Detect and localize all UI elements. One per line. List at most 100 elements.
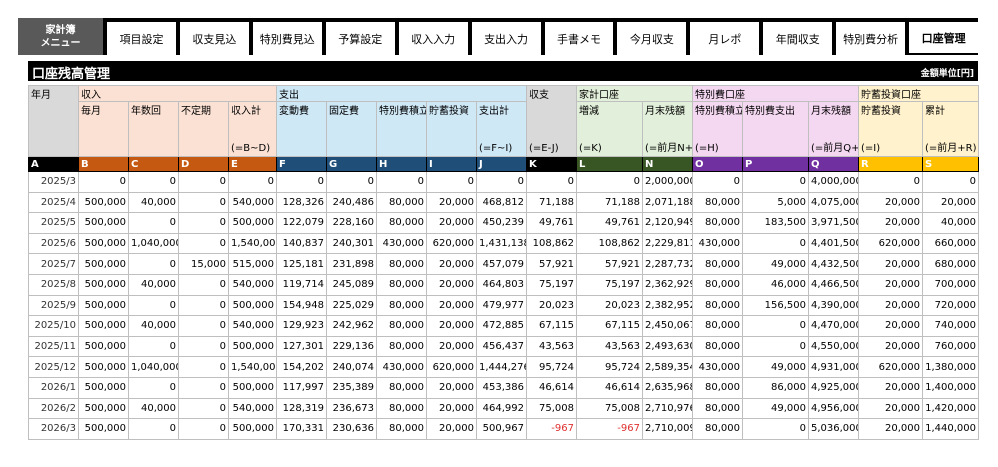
tab[interactable]: 手書メモ	[544, 22, 614, 55]
column-label: 月末残額	[811, 106, 851, 117]
amount-cell: 0	[858, 171, 924, 193]
amount-cell: 760,000	[922, 335, 980, 358]
column-letter: H	[376, 156, 427, 172]
tab[interactable]: 今月収支	[617, 22, 687, 55]
data-row: 2025/5 500,000 0 0 500,000 122,079 228,160 80,0…	[28, 212, 980, 234]
tab[interactable]: 予算設定	[325, 22, 395, 55]
amount-cell: 20,023	[576, 294, 643, 317]
month-cell: 2025/8	[28, 273, 79, 296]
column-label: 特別費積立	[695, 106, 743, 117]
data-row: 2025/12500,0001,040,00001,540,000154,202…	[28, 356, 980, 378]
amount-cell: 2,120,949	[642, 212, 693, 234]
title-bar: 口座残高管理 金額単位[円]	[28, 61, 978, 82]
amount-cell: 20,000	[858, 397, 924, 420]
amount-cell: 500,000	[228, 212, 277, 234]
column-label: 不定期	[181, 106, 211, 117]
data-row: 2025/3 0 0 0 0 0 0 0 0 0 0 0 2,000,000 0 0 4,000,000 0 0	[28, 171, 980, 193]
amount-cell: 236,673	[326, 397, 377, 420]
tab[interactable]: 口座管理	[909, 22, 979, 55]
amount-cell: 80,000	[376, 315, 427, 337]
amount-cell: 49,761	[526, 212, 577, 234]
amount-cell: 125,181	[276, 253, 327, 275]
menu-button[interactable]: 家計簿 メニュー	[18, 18, 103, 55]
amount-cell: 20,000	[858, 315, 924, 337]
amount-cell: 0	[576, 171, 643, 193]
amount-cell: 0	[178, 397, 229, 420]
amount-cell: -967	[526, 418, 577, 440]
amount-cell: 40,000	[128, 273, 179, 296]
amount-cell: 20,000	[858, 418, 924, 440]
data-row: 2025/4 500,000 40,000 0 540,000 128,326 240,48…	[28, 191, 980, 214]
amount-cell: 80,000	[692, 253, 743, 275]
column-label: 固定費	[329, 106, 359, 117]
tab[interactable]: 特別費分析	[836, 22, 906, 55]
amount-cell: 46,000	[742, 273, 809, 296]
tab[interactable]: 月レポ	[690, 22, 760, 55]
amount-cell: 0	[742, 335, 809, 358]
column-header: 毎月	[78, 101, 129, 157]
amount-cell: 0	[128, 418, 179, 440]
column-header: 年数回	[128, 101, 179, 157]
amount-cell: 1,380,000	[922, 356, 980, 378]
amount-cell: 4,470,000	[807, 315, 860, 337]
tab[interactable]: 特別費見込	[252, 22, 322, 55]
amount-cell: 49,000	[742, 397, 809, 420]
balance-table: 年月 収入 支出 収支 (=E-J) 家計口座 特別費口座 貯蓄投資口座 毎月 年数回 不定期 収入計…	[28, 85, 980, 440]
tab[interactable]: 収入入力	[398, 22, 468, 55]
amount-cell: 49,000	[742, 253, 809, 275]
amount-cell: 457,079	[476, 253, 527, 275]
amount-cell: 500,000	[78, 273, 129, 296]
group-header: 家計口座	[576, 85, 693, 102]
amount-cell: 430,000	[692, 232, 743, 255]
amount-cell: 1,444,276	[476, 356, 527, 378]
formula: (=B~D)	[231, 143, 271, 154]
data-row: 2025/6500,0001,040,00001,540,000140,8372…	[28, 232, 980, 255]
amount-cell: 2,589,354	[642, 356, 693, 378]
amount-cell: 0	[178, 191, 229, 214]
column-letter: C	[128, 156, 179, 172]
amount-cell: 620,000	[858, 232, 924, 255]
column-letter: O	[692, 156, 743, 172]
amount-cell: 0	[742, 171, 809, 193]
amount-cell: 0	[178, 418, 229, 440]
amount-cell: 1,040,000	[128, 356, 179, 378]
tab[interactable]: 年間収支	[763, 22, 833, 55]
amount-cell: 453,386	[476, 376, 527, 399]
formula: (=F~I)	[479, 143, 513, 154]
amount-cell: 40,000	[128, 315, 179, 337]
amount-cell: 468,812	[476, 191, 527, 214]
amount-cell: 4,931,000	[807, 356, 860, 378]
group-label: 年月	[31, 90, 51, 101]
amount-cell: 86,000	[742, 376, 809, 399]
amount-cell: 170,331	[276, 418, 327, 440]
amount-cell: 20,000	[922, 191, 980, 214]
tab[interactable]: 項目設定	[107, 22, 176, 55]
amount-cell: 2,493,630	[642, 335, 693, 358]
tab[interactable]: 支出入力	[471, 22, 541, 55]
amount-cell: 20,000	[426, 191, 477, 214]
formula: (=前月Q+O-P)	[811, 143, 858, 154]
amount-cell: 0	[178, 273, 229, 296]
amount-cell: 20,000	[426, 273, 477, 296]
month-cell: 2025/11	[28, 335, 79, 358]
amount-cell: 0	[128, 376, 179, 399]
amount-cell: 540,000	[228, 191, 277, 214]
column-label: 特別費積立	[379, 106, 427, 117]
amount-cell: 20,000	[426, 376, 477, 399]
amount-cell: 20,000	[858, 294, 924, 317]
amount-cell: 71,188	[576, 191, 643, 214]
column-header: 変動費	[276, 101, 327, 157]
amount-cell: 156,500	[742, 294, 809, 317]
amount-cell: 1,440,000	[922, 418, 980, 440]
amount-cell: 2,450,067	[642, 315, 693, 337]
amount-cell: 117,997	[276, 376, 327, 399]
amount-cell: 20,000	[858, 273, 924, 296]
column-letter: K	[526, 156, 577, 172]
tab[interactable]: 収支見込	[179, 22, 249, 55]
amount-cell: 20,000	[426, 294, 477, 317]
amount-cell: 0	[178, 335, 229, 358]
group-header: 支出	[276, 85, 527, 102]
amount-cell: 229,136	[326, 335, 377, 358]
amount-cell: 57,921	[526, 253, 577, 275]
amount-cell: 4,432,500	[807, 253, 860, 275]
